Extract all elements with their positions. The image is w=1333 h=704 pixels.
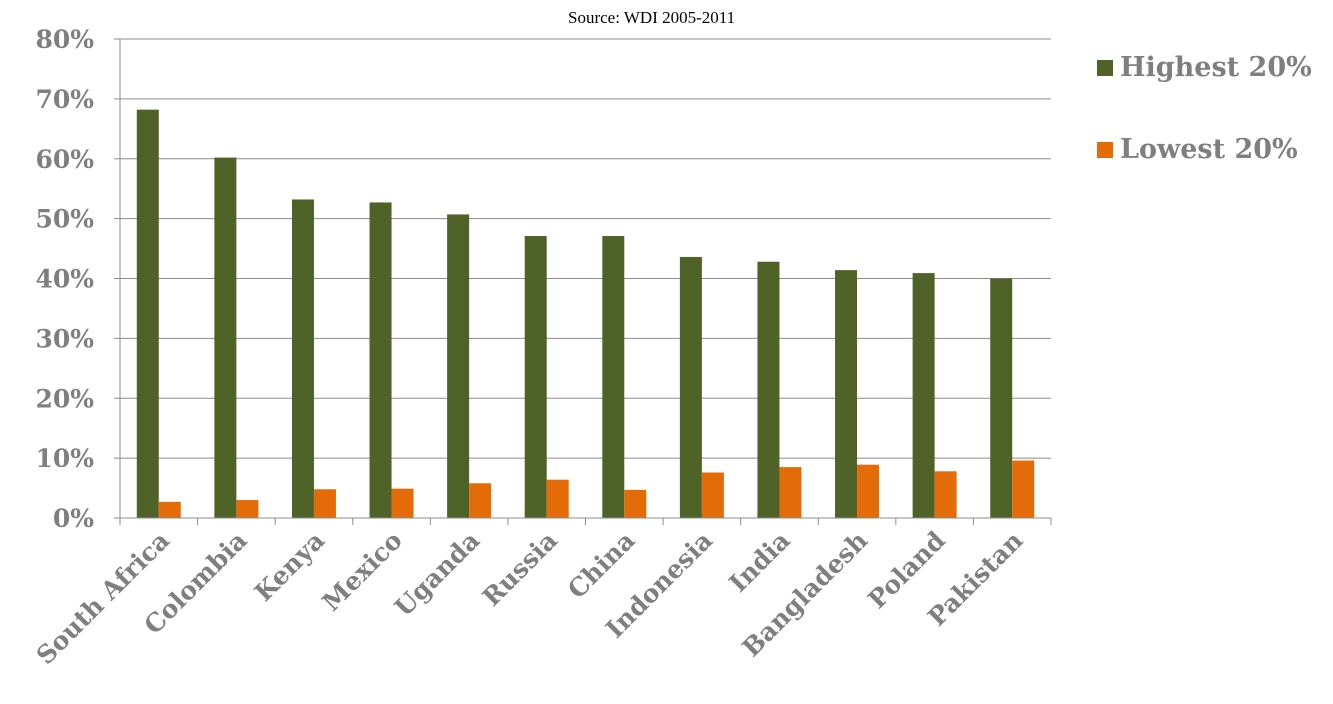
- bar-highest-20[interactable]: [835, 270, 858, 518]
- x-tick-label: China: [562, 526, 640, 604]
- x-tick-label: India: [724, 526, 796, 598]
- y-tick-label: 60%: [35, 145, 94, 174]
- bar-lowest-20[interactable]: [546, 479, 569, 518]
- x-tick-label: Russia: [477, 526, 563, 612]
- y-tick-label: 70%: [35, 85, 94, 114]
- y-tick-label: 40%: [35, 265, 94, 294]
- y-tick-label: 30%: [35, 324, 94, 353]
- bar-lowest-20[interactable]: [313, 489, 336, 518]
- bar-highest-20[interactable]: [602, 235, 625, 518]
- bar-lowest-20[interactable]: [857, 464, 880, 518]
- bar-highest-20[interactable]: [447, 214, 470, 518]
- bar-lowest-20[interactable]: [779, 467, 802, 518]
- bar-lowest-20[interactable]: [236, 500, 259, 518]
- x-tick-label: Uganda: [389, 526, 485, 622]
- bar-highest-20[interactable]: [524, 235, 547, 518]
- bar-highest-20[interactable]: [136, 109, 159, 518]
- x-tick-labels: South AfricaColombiaKenyaMexicoUgandaRus…: [31, 526, 1029, 670]
- bar-highest-20[interactable]: [757, 261, 780, 518]
- source-text: Source: WDI 2005-2011: [568, 8, 736, 27]
- x-tick-label: South Africa: [31, 526, 175, 670]
- y-tick-labels: 0% 10% 20% 30% 40% 50% 60% 70% 80%: [35, 25, 94, 533]
- bar-lowest-20[interactable]: [391, 488, 414, 518]
- bar-highest-20[interactable]: [679, 256, 702, 518]
- bar-lowest-20[interactable]: [624, 489, 647, 518]
- legend-swatch-lowest: [1097, 141, 1113, 158]
- bar-lowest-20[interactable]: [1012, 460, 1035, 518]
- bar-highest-20[interactable]: [990, 278, 1013, 519]
- bar-highest-20[interactable]: [369, 202, 392, 519]
- bar-lowest-20[interactable]: [934, 471, 957, 518]
- y-tick-label: 10%: [35, 444, 94, 473]
- legend-label-highest: Highest 20%: [1120, 52, 1312, 83]
- y-tick-label: 50%: [35, 205, 94, 234]
- y-tick-label: 0%: [53, 504, 94, 533]
- y-tick-label: 80%: [35, 25, 94, 54]
- legend-item-lowest[interactable]: Lowest 20%: [1097, 134, 1298, 165]
- gridlines: [120, 38, 1051, 459]
- bar-highest-20[interactable]: [912, 273, 935, 518]
- legend-label-lowest: Lowest 20%: [1120, 134, 1298, 165]
- bar-lowest-20[interactable]: [701, 472, 724, 518]
- bar-lowest-20[interactable]: [469, 483, 492, 518]
- bar-highest-20[interactable]: [291, 199, 314, 518]
- legend-item-highest[interactable]: Highest 20%: [1097, 52, 1312, 83]
- legend-swatch-highest: [1097, 59, 1113, 76]
- bar-lowest-20[interactable]: [158, 501, 181, 518]
- bars: [136, 109, 1035, 519]
- bar-highest-20[interactable]: [214, 157, 237, 519]
- y-tick-label: 20%: [35, 384, 94, 413]
- axes: [114, 38, 1052, 525]
